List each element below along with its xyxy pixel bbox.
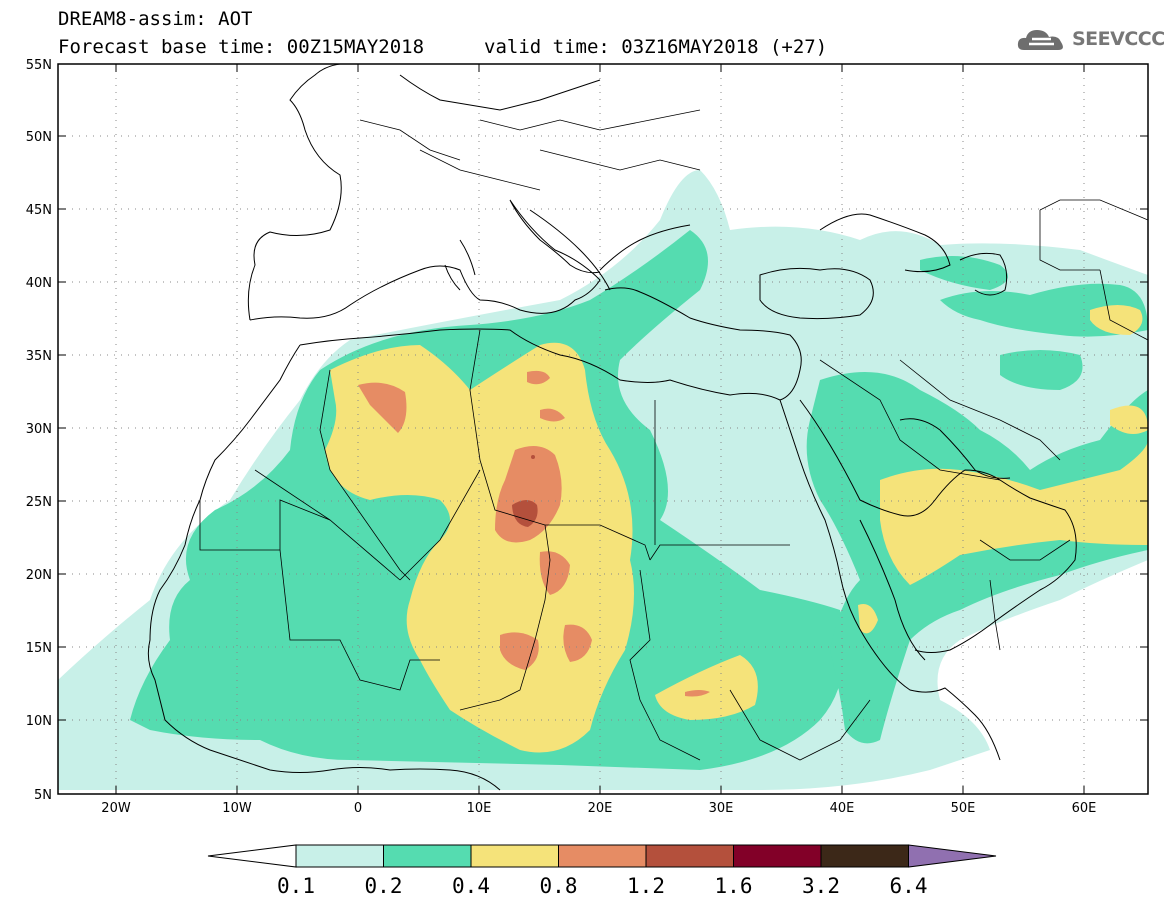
map-title: DREAM8-assim: AOT — [58, 8, 253, 30]
colorbar-label: 0.4 — [452, 874, 490, 898]
lat-label: 30N — [26, 422, 52, 437]
colorbar — [207, 844, 997, 868]
latitude-labels: 55N 50N 45N 40N 35N 30N 25N 20N 15N 10N … — [26, 58, 52, 803]
colorbar-label: 6.4 — [890, 874, 928, 898]
colorbar-swatch — [820, 844, 909, 868]
colorbar-label: 3.2 — [802, 874, 840, 898]
cloud-icon — [1017, 30, 1063, 50]
colorbar-label: 1.6 — [715, 874, 753, 898]
lat-label: 40N — [26, 276, 52, 291]
lat-label: 20N — [26, 568, 52, 583]
lat-label: 50N — [26, 130, 52, 145]
lon-label: 40E — [830, 801, 855, 816]
coastlines — [147, 64, 1077, 791]
lat-label: 15N — [26, 641, 52, 656]
colorbar-swatch — [558, 844, 647, 868]
colorbar-swatch — [470, 844, 559, 868]
lat-label: 25N — [26, 495, 52, 510]
colorbar-labels: 0.1 0.2 0.4 0.8 1.2 1.6 3.2 6.4 — [277, 874, 927, 898]
lat-label: 55N — [26, 58, 52, 73]
lon-label: 30E — [709, 801, 734, 816]
graticule — [58, 64, 1148, 794]
colorbar-label: 0.1 — [277, 874, 315, 898]
colorbar-label: 0.2 — [365, 874, 403, 898]
lat-label: 45N — [26, 203, 52, 218]
lon-label: 0 — [354, 801, 362, 816]
colorbar-swatch — [383, 844, 472, 868]
colorbar-label: 0.8 — [540, 874, 578, 898]
colorbar-under-arrow — [207, 844, 297, 868]
lon-label: 50E — [951, 801, 976, 816]
valid-time: valid time: 03Z16MAY2018 (+27) — [484, 36, 828, 58]
lat-label: 5N — [34, 788, 52, 803]
logo-text: SEEVCCC — [1072, 28, 1165, 50]
axis-ticks — [58, 63, 1148, 795]
colorbar-over-arrow — [908, 844, 997, 868]
lat-label: 35N — [26, 349, 52, 364]
lon-label: 60E — [1072, 801, 1097, 816]
country-borders — [199, 109, 1148, 761]
longitude-labels: 20W 10W 0 10E 20E 30E 40E 50E 60E — [101, 801, 1096, 816]
lon-label: 20W — [101, 801, 131, 816]
lon-label: 10E — [467, 801, 492, 816]
aot-field — [58, 170, 1148, 790]
seevccc-logo: SEEVCCC — [1016, 22, 1165, 56]
lon-label: 10W — [222, 801, 252, 816]
lon-label: 20E — [588, 801, 613, 816]
colorbar-swatch — [645, 844, 734, 868]
colorbar-swatch — [295, 844, 384, 868]
forecast-base-time: Forecast base time: 00Z15MAY2018 — [58, 36, 425, 58]
lat-label: 10N — [26, 714, 52, 729]
colorbar-swatch — [733, 844, 822, 868]
plot-frame — [57, 63, 1149, 795]
aot-shade-1.2 — [512, 455, 538, 527]
colorbar-label: 1.2 — [627, 874, 665, 898]
